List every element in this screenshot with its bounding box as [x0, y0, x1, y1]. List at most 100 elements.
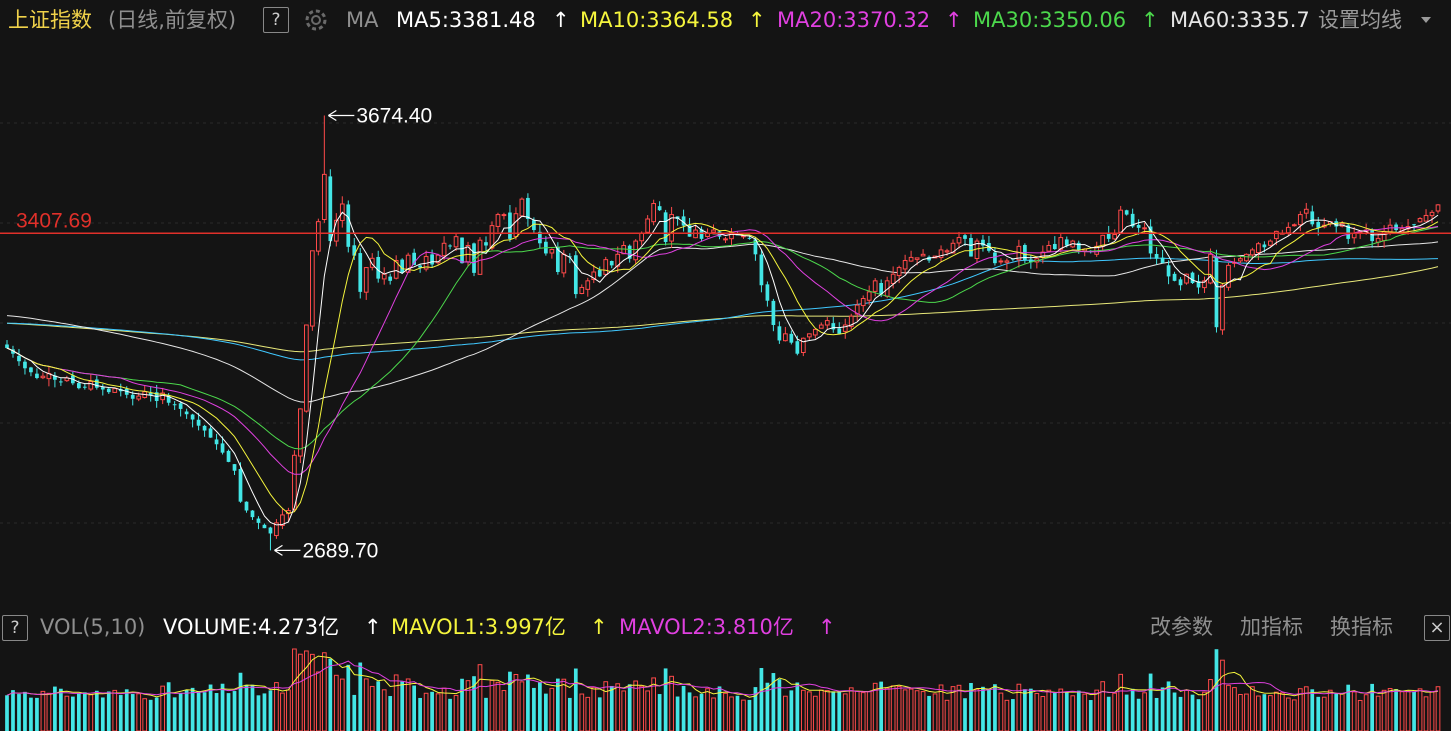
candle-body	[771, 300, 776, 325]
volume-bar	[681, 685, 686, 731]
volume-bar	[1429, 691, 1435, 731]
volume-bar	[519, 681, 525, 731]
close-icon[interactable]: ×	[1424, 615, 1450, 641]
index-title: 上证指数	[8, 8, 92, 32]
volume-bar	[890, 685, 896, 731]
volume-bar	[783, 695, 788, 731]
volume-bar	[1166, 681, 1171, 731]
volume-bar	[23, 691, 27, 731]
volume-bar	[1232, 687, 1237, 731]
volume-bar	[1190, 694, 1195, 731]
candle-body	[777, 326, 782, 341]
change-params-button[interactable]: 改参数	[1150, 615, 1213, 639]
volume-bar	[412, 685, 416, 731]
volume-help-button[interactable]: ?	[2, 615, 28, 641]
volume-bar	[333, 674, 339, 731]
volume-bar	[1346, 684, 1351, 731]
candle-body	[1297, 214, 1303, 226]
gear-icon[interactable]	[302, 6, 330, 34]
volume-bar	[501, 690, 507, 731]
candle-body	[310, 250, 315, 327]
volume-bar	[1148, 673, 1153, 731]
candle-body	[902, 260, 908, 270]
volume-bar	[1076, 690, 1081, 731]
candle-body	[944, 250, 950, 253]
volume-bar	[1399, 691, 1405, 731]
volume-bar	[908, 688, 914, 731]
candle-body	[993, 252, 997, 264]
candle-body	[1029, 259, 1033, 263]
candle-body	[232, 464, 237, 471]
volume-bar	[310, 653, 315, 731]
candle-body	[1268, 240, 1273, 246]
volume-bar	[1381, 689, 1387, 731]
volume-bar	[118, 695, 123, 731]
candle-body	[1046, 245, 1052, 252]
candle-body	[400, 259, 405, 273]
candle-body	[561, 253, 567, 274]
volume-bar	[154, 697, 159, 731]
volume-bar	[160, 685, 166, 731]
candle-body	[250, 510, 255, 518]
candle-body	[1285, 226, 1291, 234]
volume-bar	[256, 695, 261, 731]
candle-body	[472, 243, 476, 273]
price-chart: 3407.69 3674.40 2689.70	[0, 104, 1451, 562]
volume-header: ? VOL(5,10) VOLUME:4.273亿 ↑ MAVOL1:3.997…	[0, 610, 1451, 644]
candle-body	[376, 256, 381, 279]
candle-body	[29, 367, 33, 373]
volume-bar	[1011, 699, 1015, 731]
candle-body	[538, 231, 542, 244]
volume-bar	[1058, 688, 1064, 731]
help-button[interactable]: ?	[263, 7, 289, 33]
volume-bar	[346, 664, 351, 731]
candle-body	[1106, 233, 1111, 239]
volume-bar	[741, 699, 746, 731]
volume-bar	[1412, 691, 1416, 731]
volume-bar	[1220, 659, 1225, 731]
ma-settings-button[interactable]: 设置均线	[1318, 8, 1402, 32]
candle-body	[1184, 273, 1189, 284]
candle-body	[328, 176, 333, 242]
candle-body	[519, 198, 525, 217]
volume-bar	[944, 699, 950, 731]
volume-bar	[639, 685, 645, 731]
candle-body	[1058, 237, 1064, 250]
volume-bar	[1303, 686, 1309, 731]
volume-bar	[963, 698, 967, 731]
volume-bar	[591, 686, 597, 731]
volume-bar	[71, 696, 75, 731]
volume-bar	[100, 697, 105, 731]
candle-body	[363, 267, 369, 293]
volume-bar	[795, 682, 800, 731]
volume-indicator-label: VOL(5,10)	[40, 615, 146, 639]
triangle-down-icon[interactable]	[1420, 16, 1432, 24]
candle-body	[1310, 211, 1315, 225]
candle-body	[513, 213, 519, 238]
volume-bar	[950, 686, 956, 731]
volume-bar	[1387, 688, 1393, 731]
volume-bar	[1375, 695, 1381, 731]
candle-body	[669, 214, 674, 242]
volume-bar	[777, 679, 782, 731]
volume-bar	[615, 683, 621, 731]
volume-bar	[981, 686, 985, 731]
volume-bar	[196, 691, 201, 731]
volume-bar	[1285, 697, 1291, 731]
candle-body	[800, 337, 806, 353]
volume-bar	[46, 692, 52, 731]
candle-body	[1291, 224, 1297, 227]
volume-bar	[88, 694, 94, 731]
switch-indicator-button[interactable]: 换指标	[1330, 615, 1393, 639]
volume-bar	[1208, 679, 1213, 731]
volume-bar	[124, 689, 129, 731]
volume-bar	[148, 699, 153, 731]
candle-body	[1136, 224, 1141, 228]
add-indicator-button[interactable]: 加指标	[1240, 615, 1303, 639]
candle-body	[603, 259, 609, 275]
candle-body	[501, 214, 507, 217]
volume-bar	[339, 678, 345, 731]
volume-bar	[112, 689, 118, 731]
candle-body	[508, 212, 512, 239]
volume-bar	[998, 692, 1004, 731]
